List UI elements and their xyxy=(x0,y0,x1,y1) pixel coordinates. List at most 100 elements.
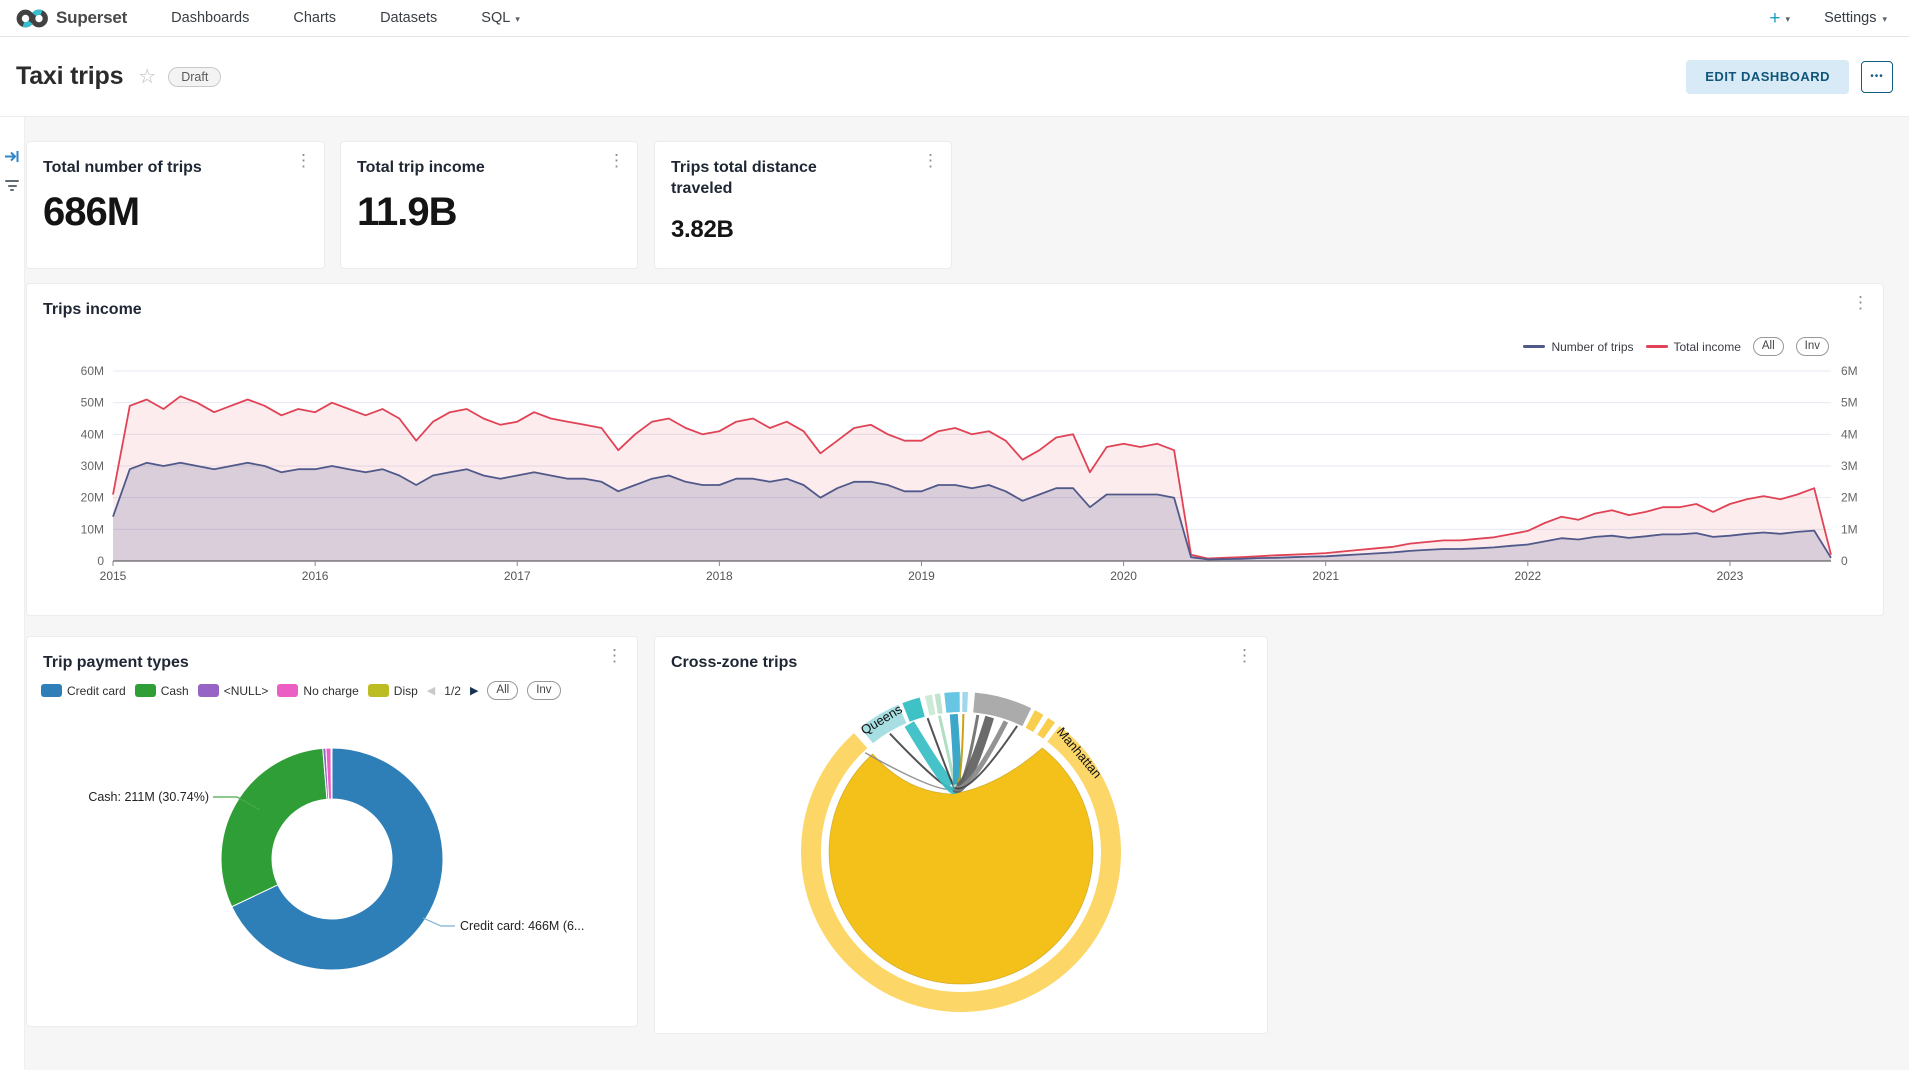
donut-slice-0[interactable] xyxy=(231,747,444,971)
area-total-income xyxy=(113,396,1831,561)
x-axis-label: 2019 xyxy=(908,569,935,583)
trip-payment-types-panel: Cash: 211M (30.74%) Credit card: 466M (6.… xyxy=(26,636,638,1027)
legend-prev-page-icon[interactable]: ◀ xyxy=(426,685,436,697)
kpi-title: Total number of trips xyxy=(43,159,202,176)
draft-status-badge: Draft xyxy=(168,66,222,87)
legend-all-button[interactable]: All xyxy=(1752,337,1784,356)
line-total-income[interactable] xyxy=(112,395,1832,560)
legend-item-disp[interactable]: Disp xyxy=(367,684,418,698)
kebab-menu-icon[interactable]: ⋮ xyxy=(295,151,312,170)
kpi-title: Trips total distance traveled xyxy=(671,159,817,197)
more-options-button[interactable]: ••• xyxy=(1861,60,1893,93)
chart-title: Trips income xyxy=(43,301,142,318)
legend-inv-button[interactable]: Inv xyxy=(1795,337,1829,356)
kebab-menu-icon[interactable]: ⋮ xyxy=(1852,293,1869,312)
x-axis-label: 2017 xyxy=(504,569,531,583)
left-axis-tick: 20M xyxy=(81,491,104,505)
right-axis-tick: 2M xyxy=(1841,491,1858,505)
legend-item-no-charge[interactable]: No charge xyxy=(277,684,359,698)
legend-item-total-income[interactable]: Total income xyxy=(1645,340,1741,354)
chord-arc-queens[interactable] xyxy=(860,704,907,744)
left-axis-tick: 0 xyxy=(97,554,104,568)
legend-item-null[interactable]: <NULL> xyxy=(197,684,268,698)
callout-line-credit-card xyxy=(422,917,455,927)
legend-swatch xyxy=(197,684,219,697)
chart-title: Cross-zone trips xyxy=(671,654,798,671)
kebab-menu-icon[interactable]: ⋮ xyxy=(608,151,625,170)
brand-name: Superset xyxy=(56,8,128,27)
area-number-of-trips xyxy=(113,462,1831,561)
chart-legend: Number of trips Total income All Inv xyxy=(1523,337,1829,356)
filter-icon[interactable] xyxy=(5,180,19,191)
main-chord[interactable] xyxy=(828,747,1094,985)
chord-ribbon-10 xyxy=(954,725,1018,790)
chord-arc-mint-zone-2[interactable] xyxy=(934,693,943,714)
settings-menu[interactable]: Settings ▾ xyxy=(1824,10,1887,26)
chord-arc-mint-zone-1[interactable] xyxy=(925,694,936,716)
x-axis-label: 2016 xyxy=(302,569,329,583)
kpi-title: Total trip income xyxy=(357,159,485,176)
right-axis-tick: 5M xyxy=(1841,396,1858,410)
filter-bar-collapsed xyxy=(0,117,25,1070)
right-axis-tick: 1M xyxy=(1841,522,1858,536)
x-axis-label: 2023 xyxy=(1717,569,1744,583)
chevron-down-icon: ▾ xyxy=(1882,13,1887,24)
legend-inv-button[interactable]: Inv xyxy=(527,681,561,700)
legend-item-cash[interactable]: Cash xyxy=(134,684,189,698)
right-axis-tick: 4M xyxy=(1841,427,1858,441)
legend-item-credit-card[interactable]: Credit card xyxy=(41,684,126,698)
page-title: Taxi trips xyxy=(16,62,124,90)
trips-income-panel: 60M 6M 50M 5M 40M 4M 30M 3M 20M 2M 10M 1M 0 0 2015 2016… xyxy=(26,283,1884,616)
chord-arc-yellow-sliver-1[interactable] xyxy=(1025,710,1044,733)
line-number-of-trips[interactable] xyxy=(112,461,1832,561)
left-axis-tick: 10M xyxy=(81,522,104,536)
legend-swatch xyxy=(41,684,62,697)
chord-arc-yellow-sliver-2[interactable] xyxy=(1037,717,1056,739)
kpi-card-total-trips: Total number of trips ⋮ 686M xyxy=(26,141,325,269)
legend-all-button[interactable]: All xyxy=(487,681,519,700)
nav-item-charts[interactable]: Charts xyxy=(293,10,337,26)
nav-item-sql[interactable]: SQL ▾ xyxy=(481,10,520,26)
kpi-card-trip-income: Total trip income ⋮ 11.9B xyxy=(340,141,638,269)
callout-label-cash: Cash: 211M (30.74%) xyxy=(88,790,209,804)
legend-item-number-of-trips[interactable]: Number of trips xyxy=(1523,340,1634,354)
chord-arc-teal-zone[interactable] xyxy=(902,697,925,722)
kebab-menu-icon[interactable]: ⋮ xyxy=(922,151,939,170)
left-axis-tick: 40M xyxy=(81,427,104,441)
superset-logo-icon xyxy=(16,9,48,27)
chord-arc-gray-zone[interactable] xyxy=(972,692,1032,727)
chord-arc-blue-zone[interactable] xyxy=(944,692,960,713)
kebab-menu-icon[interactable]: ⋮ xyxy=(1236,646,1253,665)
left-axis-tick: 60M xyxy=(81,364,104,378)
edit-dashboard-button[interactable]: EDIT DASHBOARD xyxy=(1686,59,1849,94)
legend-swatch xyxy=(134,684,156,697)
right-axis-tick: 6M xyxy=(1841,364,1858,378)
x-axis-label: 2022 xyxy=(1514,569,1541,583)
new-item-button[interactable]: + ▾ xyxy=(1769,9,1790,28)
legend-next-page-icon[interactable]: ▶ xyxy=(469,685,479,697)
trip-payment-types-chart[interactable]: Cash: 211M (30.74%) Credit card: 466M (6.… xyxy=(27,637,639,1028)
x-axis-label: 2018 xyxy=(706,569,733,583)
right-axis-tick: 0 xyxy=(1841,554,1848,568)
nav-item-dashboards[interactable]: Dashboards xyxy=(171,10,250,26)
favorite-star-icon[interactable]: ☆ xyxy=(138,66,157,88)
donut-slice-1[interactable] xyxy=(220,747,328,908)
cross-zone-trips-panel: Queens Manhattan Cross-zone trips ⋮ xyxy=(654,636,1268,1034)
expand-filter-bar-icon[interactable] xyxy=(4,149,20,164)
chevron-down-icon: ▾ xyxy=(1785,13,1791,24)
chord-arc-other-zone[interactable] xyxy=(801,725,1121,1012)
callout-line-cash xyxy=(213,796,261,811)
callout-label-credit-card: Credit card: 466M (6... xyxy=(460,919,584,933)
kebab-menu-icon[interactable]: ⋮ xyxy=(606,646,623,665)
x-axis-label: 2015 xyxy=(100,569,127,583)
kpi-value: 3.82B xyxy=(671,216,734,243)
nav-item-datasets[interactable]: Datasets xyxy=(380,10,438,26)
donut-slice-4[interactable] xyxy=(330,747,333,800)
nav-right: + ▾ Settings ▾ xyxy=(1769,9,1887,28)
legend-swatch xyxy=(277,684,299,697)
header-actions: EDIT DASHBOARD ••• xyxy=(1686,59,1893,94)
superset-brand[interactable]: Superset xyxy=(16,7,127,30)
